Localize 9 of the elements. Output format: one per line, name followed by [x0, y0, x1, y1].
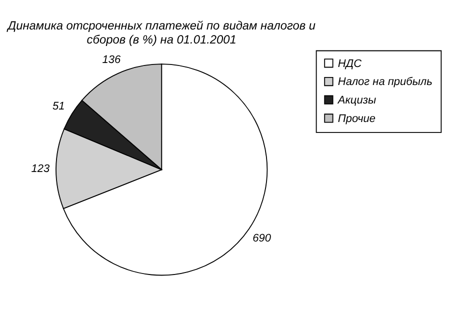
legend-label: НДС: [338, 58, 362, 70]
data-label: 123: [31, 163, 50, 176]
data-label: 136: [102, 54, 122, 66]
legend-label: Прочие: [338, 112, 376, 125]
legend-label: Акцизы: [336, 94, 376, 107]
legend-label: Налог на прибыль: [338, 76, 433, 88]
chart-title: Динамика отсроченных платежей по видам налогов и сборов (в %) на 01.01.2001: [6, 18, 316, 46]
data-label: 690: [252, 232, 272, 244]
data-label: 51: [52, 100, 65, 112]
